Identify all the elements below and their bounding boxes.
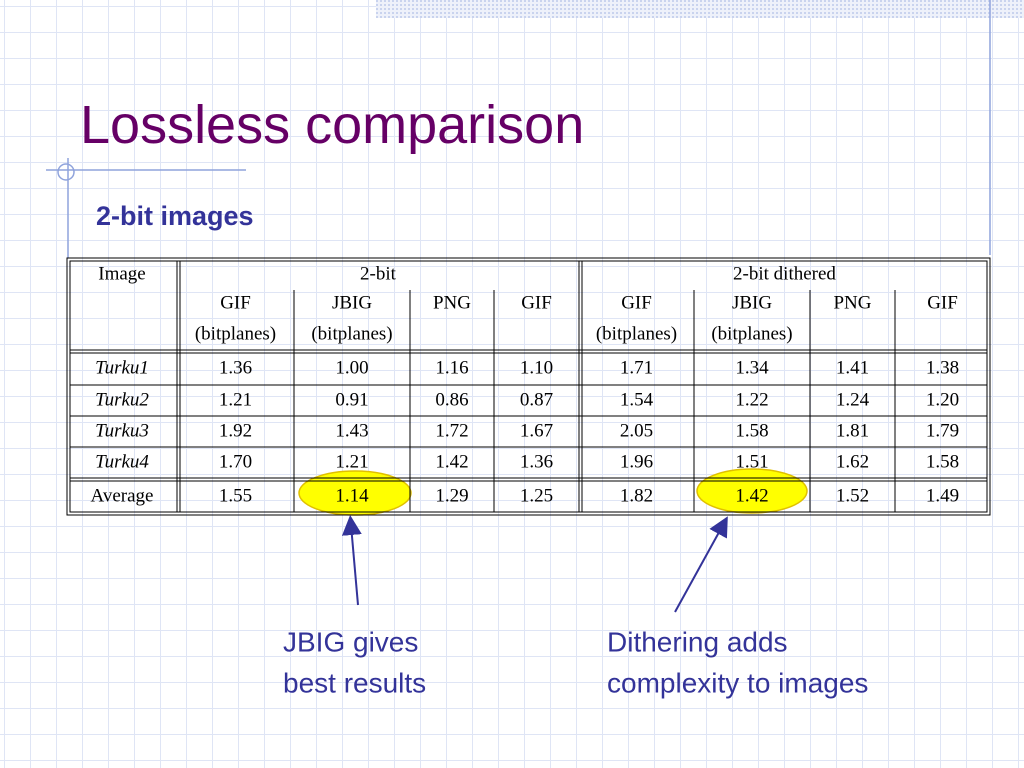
- table-border: [66, 257, 991, 516]
- row-label: Turku2: [95, 389, 149, 410]
- cell: 1.41: [836, 357, 869, 378]
- column-header: JBIG: [332, 292, 372, 313]
- cell: 1.43: [335, 420, 368, 441]
- cell: 1.79: [926, 420, 959, 441]
- column-header: GIF: [927, 292, 958, 313]
- column-header: JBIG: [732, 292, 772, 313]
- cell: 1.10: [520, 357, 553, 378]
- group-header: 2-bit: [360, 263, 397, 284]
- cell: 1.71: [620, 357, 653, 378]
- cell: 1.81: [836, 420, 869, 441]
- annotation: JBIG gives: [283, 626, 418, 657]
- row-label: Average: [91, 485, 154, 506]
- column-header: GIF: [521, 292, 552, 313]
- column-header: (bitplanes): [195, 323, 276, 344]
- cell: 1.96: [620, 451, 653, 472]
- column-header: (bitplanes): [596, 323, 677, 344]
- cell: 1.70: [219, 451, 252, 472]
- arrow: [674, 516, 728, 613]
- cell: 1.52: [836, 485, 869, 506]
- cell: 1.38: [926, 357, 959, 378]
- row-label: Turku1: [95, 357, 149, 378]
- annotation: best results: [283, 667, 426, 698]
- subtitle: 2-bit images: [96, 201, 254, 231]
- column-header: PNG: [833, 292, 871, 313]
- cell: 1.36: [219, 357, 252, 378]
- cell: 1.34: [735, 357, 769, 378]
- column-header: PNG: [433, 292, 471, 313]
- cell: 1.67: [520, 420, 553, 441]
- annotation: Dithering adds: [607, 626, 788, 657]
- group-header: 2-bit dithered: [733, 263, 836, 284]
- cell: 1.92: [219, 420, 252, 441]
- annotation: complexity to images: [607, 667, 868, 698]
- slide-title: Lossless comparison: [80, 95, 584, 155]
- cell: 1.21: [219, 389, 252, 410]
- cell: 1.72: [435, 420, 468, 441]
- cell: 1.29: [435, 485, 468, 506]
- cell: 1.58: [735, 420, 768, 441]
- column-header: GIF: [220, 292, 251, 313]
- cell: 1.16: [435, 357, 468, 378]
- table-border: [69, 260, 988, 513]
- row-label: Turku3: [95, 420, 149, 441]
- highlight: [696, 468, 808, 514]
- cell: 0.86: [435, 389, 468, 410]
- cell: 1.62: [836, 451, 869, 472]
- table: Image 2-bit 2-bit dithered GIF (bitplanes) JB…: [66, 257, 991, 516]
- annotations: JBIG gives best results Dithering adds comp…: [283, 626, 868, 698]
- row-label: Turku4: [95, 451, 149, 472]
- cell: 1.49: [926, 485, 959, 506]
- cell: 2.05: [620, 420, 653, 441]
- cell: 1.54: [620, 389, 654, 410]
- cell: 1.42: [435, 451, 468, 472]
- cell: 1.24: [836, 389, 870, 410]
- cell: 1.14: [335, 485, 369, 506]
- column-header: (bitplanes): [311, 323, 392, 344]
- cell: 1.20: [926, 389, 959, 410]
- cell: 1.25: [520, 485, 553, 506]
- cell: 1.00: [335, 357, 368, 378]
- cell: 1.55: [219, 485, 252, 506]
- cell: 1.58: [926, 451, 959, 472]
- column-header: (bitplanes): [711, 323, 792, 344]
- corner-header: Image: [98, 263, 145, 284]
- column-header: GIF: [621, 292, 652, 313]
- cell: 1.36: [520, 451, 553, 472]
- top-band: [376, 0, 1024, 18]
- cell: 1.82: [620, 485, 653, 506]
- cell: 1.42: [735, 485, 768, 506]
- cell: 1.22: [735, 389, 768, 410]
- cell: 0.87: [520, 389, 553, 410]
- deco-circle: [57, 163, 75, 181]
- arrow: [341, 515, 362, 606]
- cell: 0.91: [335, 389, 368, 410]
- cell: 1.21: [335, 451, 368, 472]
- cell: 1.51: [735, 451, 768, 472]
